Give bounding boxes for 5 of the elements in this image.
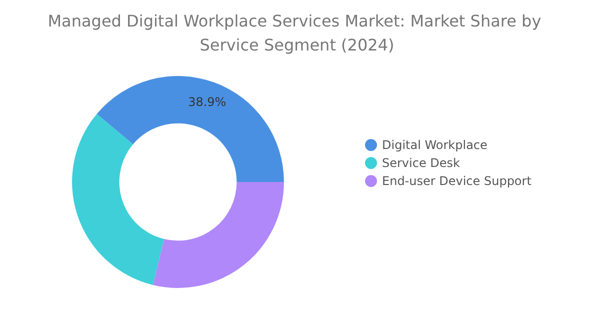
legend-label: Service Desk: [382, 156, 460, 170]
legend-label: Digital Workplace: [382, 138, 488, 152]
legend-label: End-user Device Support: [382, 174, 532, 188]
data-label: 38.9%: [188, 94, 226, 109]
chart-title: Managed Digital Workplace Services Market: Market Share by Service Segment (2024): [48, 12, 546, 54]
